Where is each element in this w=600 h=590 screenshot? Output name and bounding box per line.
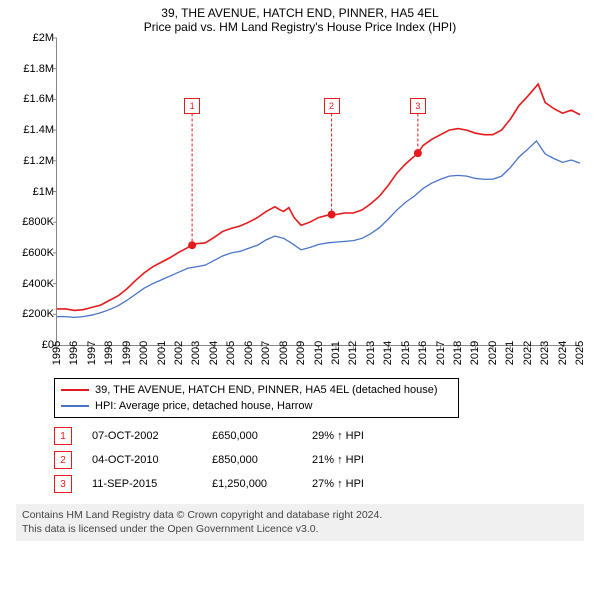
- marker-table: 1 07-OCT-2002 £650,000 29% ↑ HPI 2 04-OCT-201…: [54, 424, 590, 496]
- marker-number-box: 3: [54, 475, 72, 493]
- marker-date: 11-SEP-2015: [92, 478, 192, 490]
- x-tick-label: 2004: [208, 341, 220, 365]
- y-tick-label: £1.4M: [23, 124, 54, 136]
- x-tick-label: 2010: [313, 341, 325, 365]
- x-tick-label: 2021: [504, 341, 516, 365]
- x-tick-label: 1996: [68, 341, 80, 365]
- marker-price: £850,000: [212, 454, 292, 466]
- y-tick-label: £1.8M: [23, 63, 54, 75]
- x-tick-label: 2017: [435, 341, 447, 365]
- x-tick-label: 1998: [103, 341, 115, 365]
- y-tick-label: £400K: [22, 278, 54, 290]
- x-tick-label: 2006: [243, 341, 255, 365]
- legend-swatch-blue: [61, 405, 89, 407]
- marker-row: 3 11-SEP-2015 £1,250,000 27% ↑ HPI: [54, 472, 590, 496]
- footer-box: Contains HM Land Registry data © Crown c…: [16, 504, 584, 541]
- x-tick-label: 2012: [347, 341, 359, 365]
- x-tick-label: 2005: [225, 341, 237, 365]
- x-tick-label: 2019: [469, 341, 481, 365]
- y-tick-label: £800K: [22, 216, 54, 228]
- marker-price: £650,000: [212, 430, 292, 442]
- y-tick-label: £600K: [22, 247, 54, 259]
- legend-label-blue: HPI: Average price, detached house, Harr…: [95, 398, 312, 414]
- y-tick-label: £1.2M: [23, 155, 54, 167]
- marker-row: 1 07-OCT-2002 £650,000 29% ↑ HPI: [54, 424, 590, 448]
- y-tick-label: £1.6M: [23, 93, 54, 105]
- chart-title-line2: Price paid vs. HM Land Registry's House …: [10, 20, 590, 34]
- marker-date: 04-OCT-2010: [92, 454, 192, 466]
- marker-pct: 29% ↑ HPI: [312, 430, 364, 442]
- plot-area: £0£200K£400K£600K£800K£1M£1.2M£1.4M£1.6M…: [56, 38, 580, 346]
- x-tick-label: 2007: [260, 341, 272, 365]
- x-tick-label: 2024: [557, 341, 569, 365]
- x-tick-label: 1995: [51, 341, 63, 365]
- y-tick-label: £200K: [22, 308, 54, 320]
- x-tick-label: 2011: [330, 341, 342, 365]
- x-tick-label: 2002: [173, 341, 185, 365]
- legend-row: HPI: Average price, detached house, Harr…: [61, 398, 438, 414]
- x-tick-label: 2000: [138, 341, 150, 365]
- marker-pct: 27% ↑ HPI: [312, 478, 364, 490]
- x-tick-label: 2001: [156, 341, 168, 365]
- y-tick-label: £2M: [33, 32, 54, 44]
- callout-box: 3: [410, 98, 426, 114]
- x-tick-label: 2008: [278, 341, 290, 365]
- plot-svg: [57, 38, 580, 345]
- x-tick-label: 2018: [452, 341, 464, 365]
- x-tick-label: 2023: [539, 341, 551, 365]
- callout-box: 2: [324, 98, 340, 114]
- marker-number-box: 1: [54, 427, 72, 445]
- x-tick-label: 1999: [121, 341, 133, 365]
- x-tick-label: 2013: [365, 341, 377, 365]
- marker-number-box: 2: [54, 451, 72, 469]
- x-tick-label: 1997: [86, 341, 98, 365]
- footer-line1: Contains HM Land Registry data © Crown c…: [22, 509, 578, 523]
- x-tick-label: 2009: [295, 341, 307, 365]
- marker-pct: 21% ↑ HPI: [312, 454, 364, 466]
- marker-row: 2 04-OCT-2010 £850,000 21% ↑ HPI: [54, 448, 590, 472]
- x-tick-label: 2020: [487, 341, 499, 365]
- legend-swatch-red: [61, 389, 89, 391]
- marker-date: 07-OCT-2002: [92, 430, 192, 442]
- legend-box: 39, THE AVENUE, HATCH END, PINNER, HA5 4…: [54, 378, 459, 418]
- x-tick-label: 2015: [400, 341, 412, 365]
- x-tick-label: 2025: [574, 341, 586, 365]
- x-tick-label: 2022: [522, 341, 534, 365]
- callout-box: 1: [184, 98, 200, 114]
- y-tick-label: £1M: [33, 186, 54, 198]
- legend-label-red: 39, THE AVENUE, HATCH END, PINNER, HA5 4…: [95, 382, 438, 398]
- marker-price: £1,250,000: [212, 478, 292, 490]
- footer-line2: This data is licensed under the Open Gov…: [22, 523, 578, 537]
- x-tick-label: 2016: [417, 341, 429, 365]
- chart-title-line1: 39, THE AVENUE, HATCH END, PINNER, HA5 4…: [10, 6, 590, 20]
- x-tick-label: 2014: [382, 341, 394, 365]
- x-tick-label: 2003: [190, 341, 202, 365]
- legend-row: 39, THE AVENUE, HATCH END, PINNER, HA5 4…: [61, 382, 438, 398]
- chart-area: £0£200K£400K£600K£800K£1M£1.2M£1.4M£1.6M…: [20, 38, 580, 368]
